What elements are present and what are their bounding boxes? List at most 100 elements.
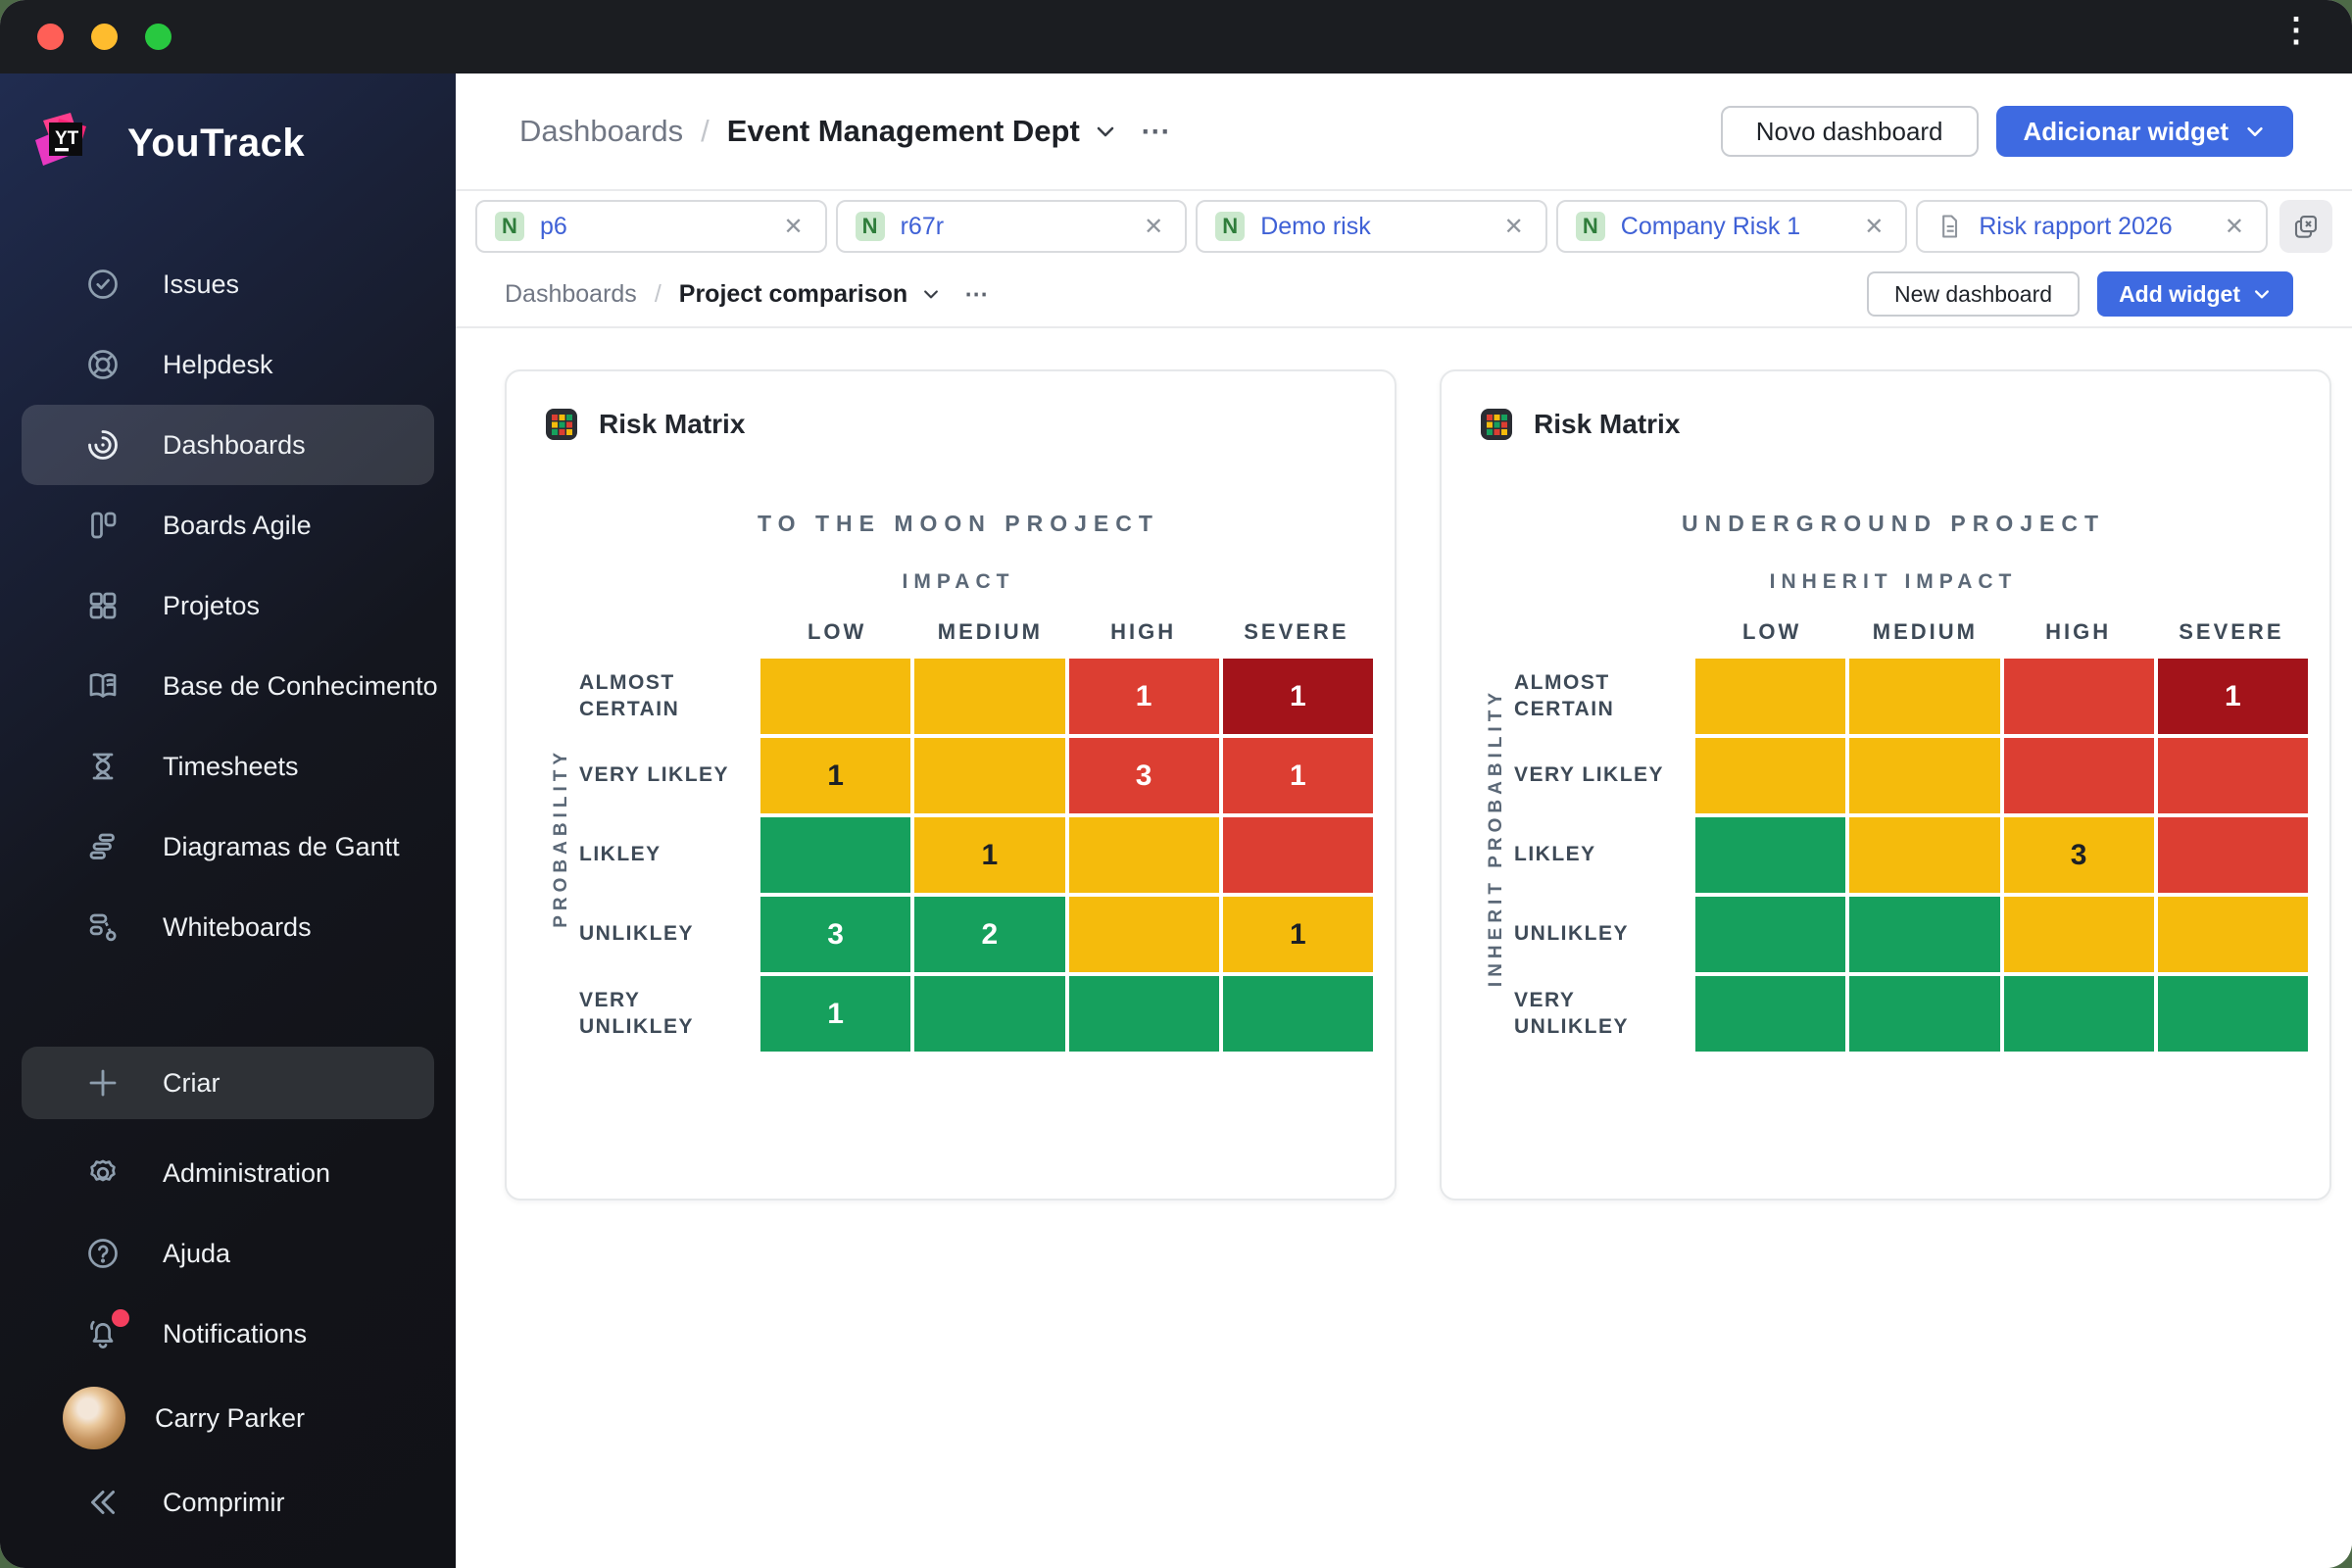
sidebar-item-ajuda[interactable]: Ajuda: [22, 1213, 434, 1294]
matrix-cell[interactable]: [1849, 659, 2000, 734]
dashboard-tab-company-risk-1[interactable]: N Company Risk 1 ✕: [1555, 200, 1908, 253]
close-icon[interactable]: ✕: [1864, 213, 1885, 240]
sidebar-item-issues[interactable]: Issues: [22, 244, 434, 324]
sidebar-item-boards-agile[interactable]: Boards Agile: [22, 485, 434, 565]
sidebar-item-projetos[interactable]: Projetos: [22, 565, 434, 646]
sub-dashboard-title-dropdown[interactable]: Project comparison: [679, 280, 941, 309]
matrix-cell[interactable]: [1222, 817, 1373, 893]
adicionar-widget-button[interactable]: Adicionar widget: [1995, 106, 2293, 157]
browser-kebab-menu-icon[interactable]: ⋮: [2279, 12, 2313, 49]
matrix-cell[interactable]: [914, 659, 1065, 734]
close-window-button[interactable]: [37, 24, 64, 50]
row-header: VERY UNLIKLEY: [579, 989, 694, 1038]
matrix-cell[interactable]: 1: [1222, 897, 1373, 972]
matrix-cell[interactable]: [1849, 817, 2000, 893]
matrix-cell[interactable]: [2003, 976, 2154, 1052]
close-icon[interactable]: ✕: [2224, 213, 2244, 240]
matrix-cell[interactable]: [1695, 817, 1846, 893]
matrix-cell[interactable]: [2157, 976, 2308, 1052]
sidebar-item-comprimir[interactable]: Comprimir: [22, 1462, 434, 1543]
matrix-cell[interactable]: [1695, 659, 1846, 734]
matrix-cell[interactable]: [2003, 659, 2154, 734]
sub-dashboard-header: Dashboards / Project comparison ⋯ New da…: [456, 262, 2352, 326]
matrix-cell[interactable]: [1849, 738, 2000, 813]
matrix-cell[interactable]: 3: [1068, 738, 1219, 813]
matrix-cell[interactable]: [2003, 738, 2154, 813]
matrix-cell[interactable]: [2003, 897, 2154, 972]
youtrack-logo[interactable]: YT YouTrack: [0, 74, 456, 179]
sidebar-item-timesheets[interactable]: Timesheets: [22, 726, 434, 807]
matrix-cell[interactable]: [760, 659, 911, 734]
widget-header: Risk Matrix: [1479, 407, 2292, 442]
matrix-cell[interactable]: 3: [760, 897, 911, 972]
matrix-body: LOW MEDIUM HIGH SEVERE ALMOST CERTAIN 1 1 VERY …: [579, 619, 1373, 1055]
sub-dashboard-more-menu[interactable]: ⋯: [964, 280, 991, 308]
sidebar-item-criar[interactable]: Criar: [22, 1047, 434, 1119]
subheader-divider: [456, 326, 2352, 328]
matrix-cell[interactable]: [914, 738, 1065, 813]
matrix-cell[interactable]: [914, 976, 1065, 1052]
matrix-cell[interactable]: 1: [760, 976, 911, 1052]
dashboard-tab-risk-rapport-2026[interactable]: Risk rapport 2026 ✕: [1916, 200, 2268, 253]
sidebar-item-base-de-conhecimento[interactable]: Base de Conhecimento: [22, 646, 438, 726]
matrix-cell[interactable]: 1: [1222, 738, 1373, 813]
sidebar-item-label: Dashboards: [163, 429, 306, 460]
new-dashboard-button[interactable]: New dashboard: [1866, 271, 2081, 317]
matrix-cell[interactable]: 1: [1222, 659, 1373, 734]
sidebar-item-dashboards[interactable]: Dashboards: [22, 405, 434, 485]
close-icon[interactable]: ✕: [1144, 213, 1164, 240]
dashboard-more-menu[interactable]: ⋯: [1140, 115, 1172, 148]
matrix-cell[interactable]: [1068, 897, 1219, 972]
matrix-cell[interactable]: [2157, 738, 2308, 813]
sidebar-item-administration[interactable]: Administration: [22, 1133, 434, 1213]
gear-icon: [82, 1152, 123, 1194]
matrix-cell[interactable]: 1: [914, 817, 1065, 893]
close-icon[interactable]: ✕: [783, 213, 804, 240]
close-all-tabs-button[interactable]: [2278, 200, 2332, 253]
dashboard-tab-demo-risk[interactable]: N Demo risk ✕: [1196, 200, 1547, 253]
matrix-cell[interactable]: 3: [2003, 817, 2154, 893]
matrix-cell[interactable]: [760, 817, 911, 893]
matrix-cell[interactable]: [1695, 897, 1846, 972]
matrix-cell[interactable]: [1068, 817, 1219, 893]
matrix-cell[interactable]: 1: [1068, 659, 1219, 734]
plus-icon: [82, 1062, 123, 1103]
sidebar-footer: Criar Administration Ajuda Notifications Car…: [0, 1033, 456, 1568]
matrix-cell[interactable]: [1222, 976, 1373, 1052]
matrix-cell[interactable]: 2: [914, 897, 1065, 972]
matrix-cell[interactable]: [2157, 897, 2308, 972]
sidebar-item-whiteboards[interactable]: Whiteboards: [22, 887, 434, 967]
dashboard-title-dropdown[interactable]: Event Management Dept: [727, 114, 1117, 149]
add-widget-button[interactable]: Add widget: [2097, 271, 2293, 317]
breadcrumb-dashboards-link[interactable]: Dashboards: [505, 279, 637, 308]
matrix-cell[interactable]: [1695, 738, 1846, 813]
matrix-cell[interactable]: 1: [760, 738, 911, 813]
sidebar-item-diagramas-de-gantt[interactable]: Diagramas de Gantt: [22, 807, 434, 887]
sidebar-item-label: Helpdesk: [163, 349, 273, 379]
matrix-cell[interactable]: [1849, 897, 2000, 972]
breadcrumb-dashboards-link[interactable]: Dashboards: [519, 114, 684, 148]
tab-label: r67r: [900, 212, 945, 240]
novo-dashboard-button[interactable]: Novo dashboard: [1720, 106, 1979, 157]
matrix-cell[interactable]: [1695, 976, 1846, 1052]
sidebar-item-carry-parker[interactable]: Carry Parker: [22, 1374, 434, 1462]
minimize-window-button[interactable]: [91, 24, 118, 50]
matrix-cell[interactable]: 1: [2157, 659, 2308, 734]
close-icon[interactable]: ✕: [1503, 213, 1524, 240]
matrix-cell[interactable]: [1068, 976, 1219, 1052]
youtrack-logo-icon: YT: [29, 107, 102, 179]
column-header: SEVERE: [1244, 619, 1349, 644]
header-divider: [456, 189, 2352, 191]
sidebar-item-label: Ajuda: [163, 1238, 231, 1268]
sidebar-item-notifications[interactable]: Notifications: [22, 1294, 434, 1374]
breadcrumb-separator: /: [654, 279, 662, 308]
zoom-window-button[interactable]: [145, 24, 172, 50]
sidebar-item-helpdesk[interactable]: Helpdesk: [22, 324, 434, 405]
notification-dot: [112, 1309, 129, 1327]
matrix-row: UNLIKLEY: [1514, 897, 2308, 972]
matrix-cell[interactable]: [2157, 817, 2308, 893]
matrix-cell[interactable]: [1849, 976, 2000, 1052]
